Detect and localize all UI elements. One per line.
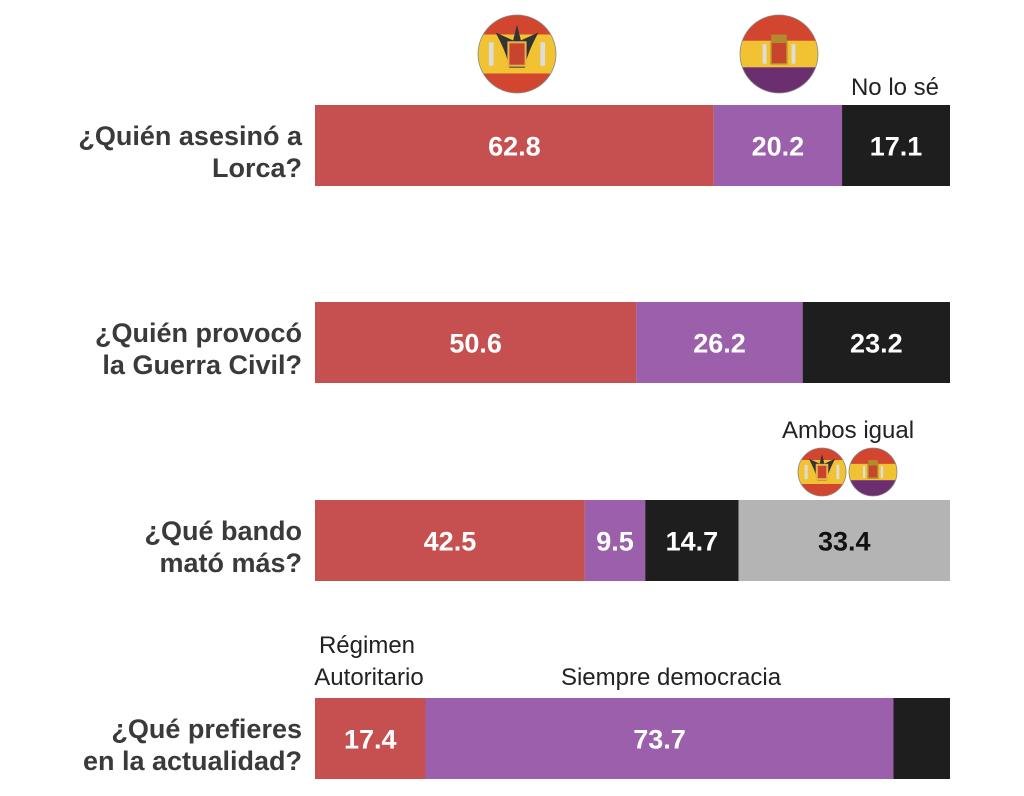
annotation-siempre-democracia: Siempre democracia xyxy=(561,664,782,691)
bar-segment xyxy=(802,302,950,383)
value-label: 9.5 xyxy=(596,527,634,557)
value-label: 20.2 xyxy=(752,132,805,162)
question-label-line1: ¿Qué bando xyxy=(145,516,303,546)
question-label-line2: Lorca? xyxy=(212,153,302,183)
bar-segment xyxy=(738,500,950,581)
value-label: 14.7 xyxy=(666,527,719,557)
question-label-line2: en la actualidad? xyxy=(83,746,302,776)
value-label: 73.7 xyxy=(633,725,686,755)
question-label-line1: ¿Quién provocó xyxy=(95,318,302,348)
value-label: 17.1 xyxy=(870,132,923,162)
bar-segment xyxy=(713,105,843,186)
republican-flag-icon xyxy=(739,14,819,94)
bar-segment xyxy=(636,302,803,383)
annotation-regimen-line2: Autoritario xyxy=(314,664,423,691)
bar-segment xyxy=(893,698,950,779)
value-label: 33.4 xyxy=(818,527,871,557)
annotation-regimen-line1: Régimen xyxy=(319,632,415,659)
bar-segment xyxy=(645,500,739,581)
bar-segment xyxy=(425,698,894,779)
value-label: 17.4 xyxy=(344,725,397,755)
bar-segment xyxy=(315,105,714,186)
value-label: 62.8 xyxy=(488,132,541,162)
bar-segment xyxy=(584,500,646,581)
question-label-line2: mató más? xyxy=(159,548,302,578)
republican-flag-icon xyxy=(848,447,898,497)
annotation-ambos-igual: Ambos igual xyxy=(782,417,914,444)
bar-segment xyxy=(315,698,426,779)
francoist-flag-icon xyxy=(477,14,557,94)
question-label-line1: ¿Quién asesinó a xyxy=(78,121,303,151)
annotation-no-lo-se: No lo sé xyxy=(851,74,939,101)
question-label-line1: ¿Qué prefieres xyxy=(111,714,302,744)
value-label: 42.5 xyxy=(424,527,477,557)
bar-segment xyxy=(842,105,950,186)
value-label: 50.6 xyxy=(449,329,502,359)
bar-segment xyxy=(315,302,637,383)
question-label-line2: la Guerra Civil? xyxy=(102,350,302,380)
francoist-flag-icon xyxy=(797,447,847,497)
bar-segment xyxy=(315,500,585,581)
value-label: 23.2 xyxy=(850,329,903,359)
value-label: 26.2 xyxy=(693,329,746,359)
